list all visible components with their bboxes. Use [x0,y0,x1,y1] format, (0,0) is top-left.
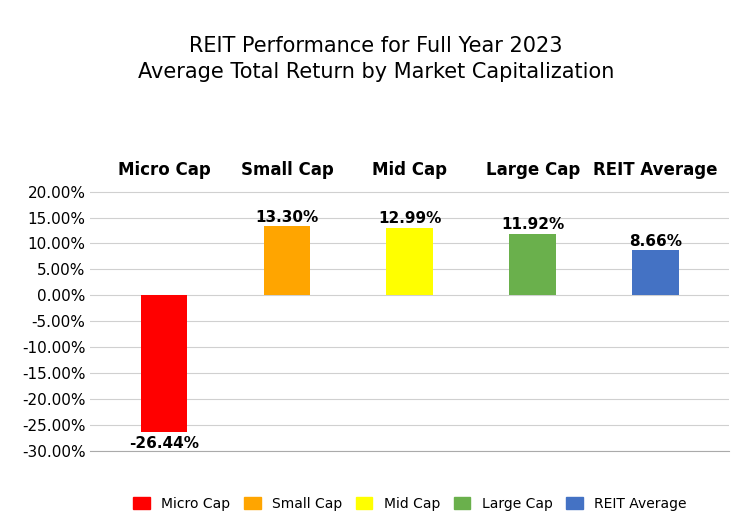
Text: Large Cap: Large Cap [486,161,580,179]
Bar [141,295,187,432]
Text: -26.44%: -26.44% [129,436,199,451]
Text: 11.92%: 11.92% [501,217,565,232]
Text: REIT Performance for Full Year 2023: REIT Performance for Full Year 2023 [190,36,562,56]
Bar [632,250,679,295]
Bar [509,234,556,295]
Text: Average Total Return by Market Capitalization: Average Total Return by Market Capitaliz… [138,62,614,82]
Text: 8.66%: 8.66% [629,234,682,249]
Text: 12.99%: 12.99% [378,211,441,226]
Bar [387,228,433,295]
Text: REIT Average: REIT Average [593,161,718,179]
Text: 13.30%: 13.30% [255,210,319,225]
Text: Micro Cap: Micro Cap [117,161,211,179]
Text: Mid Cap: Mid Cap [372,161,447,179]
Legend: Micro Cap, Small Cap, Mid Cap, Large Cap, REIT Average: Micro Cap, Small Cap, Mid Cap, Large Cap… [126,490,693,518]
Bar [263,226,311,295]
Text: Small Cap: Small Cap [241,161,333,179]
